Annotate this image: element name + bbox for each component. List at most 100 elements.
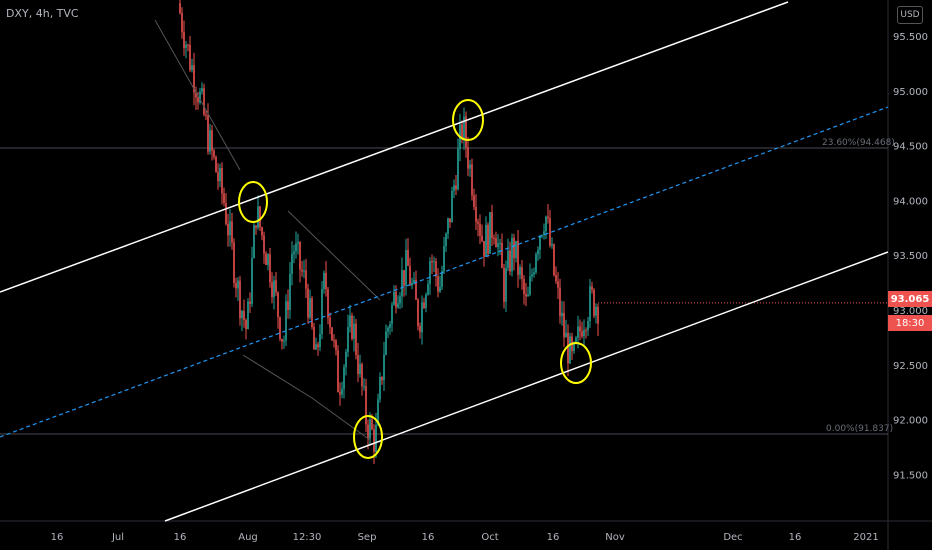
time-axis[interactable]: 16 Jul 16 Aug 12:30 Sep 16 Oct 16 Nov Dec 16 2021	[51, 532, 879, 543]
marker-circle-2	[353, 415, 383, 459]
candle-body	[431, 261, 433, 263]
candle-body	[435, 261, 437, 277]
candle-body	[563, 312, 565, 338]
candle-body	[235, 282, 237, 289]
fib-label-upper: 23.60%(94.468)	[822, 138, 895, 148]
candle-body	[259, 206, 261, 228]
y-tick-label: 93.000	[893, 306, 928, 317]
candle-body	[263, 235, 265, 254]
candle-body	[243, 311, 245, 320]
candle-body	[587, 321, 589, 331]
candle-body	[499, 242, 501, 244]
guide-line-4	[287, 210, 381, 301]
candle-body	[557, 281, 559, 288]
candle-body	[509, 250, 511, 272]
candle-body	[535, 254, 537, 273]
currency-button[interactable]: USD	[897, 6, 923, 24]
candle-body	[239, 280, 241, 319]
candle-body	[373, 429, 375, 452]
candle-body	[523, 279, 525, 295]
candle-body	[597, 306, 599, 324]
candle-body	[501, 242, 503, 269]
marker-circle-1	[238, 181, 268, 223]
candle-body	[469, 164, 471, 169]
candle-body	[201, 88, 203, 92]
candle-body	[491, 212, 493, 239]
x-tick-label: Sep	[358, 532, 377, 543]
candle-body	[573, 342, 575, 352]
candle-body	[179, 3, 181, 14]
candle-body	[401, 270, 403, 297]
candle-body	[577, 326, 579, 338]
candle-body	[387, 327, 389, 332]
y-tick-label: 94.500	[893, 142, 928, 153]
candle-body	[423, 302, 425, 308]
candle-body	[447, 218, 449, 234]
x-tick-label: 16	[51, 532, 64, 543]
candle-body	[369, 419, 371, 439]
candle-body	[443, 246, 445, 272]
candle-body	[325, 272, 327, 290]
candle-body	[231, 221, 233, 243]
candle-body	[399, 296, 401, 304]
candle-body	[585, 330, 587, 332]
y-tick-label: 93.500	[893, 251, 928, 262]
candle-body	[515, 240, 517, 259]
candle-body	[537, 249, 539, 255]
candle-body	[559, 287, 561, 317]
candle-body	[551, 244, 553, 246]
candle-body	[565, 332, 567, 338]
candle-body	[341, 388, 343, 395]
channel-upper-line	[0, 1, 789, 293]
candle-body	[555, 274, 557, 282]
candle-body	[291, 253, 293, 274]
candle-body	[517, 240, 519, 275]
candle-body	[187, 44, 189, 46]
candle-body	[553, 244, 555, 275]
candle-body	[271, 282, 273, 298]
candle-body	[253, 225, 255, 259]
candle-body	[313, 327, 315, 350]
candle-body	[497, 243, 499, 248]
candle-body	[465, 116, 467, 148]
candle-body	[441, 271, 443, 288]
candle-body	[365, 386, 367, 425]
candle-body	[217, 172, 219, 182]
candle-body	[275, 280, 277, 293]
candle-body	[505, 268, 507, 302]
candle-body	[289, 273, 291, 310]
candle-body	[473, 195, 475, 207]
candle-body	[183, 32, 185, 48]
candle-body	[495, 238, 497, 248]
candle-body	[437, 276, 439, 292]
candle-body	[221, 168, 223, 194]
candle-body	[249, 301, 251, 304]
candle-body	[531, 274, 533, 277]
marker-circle-4	[560, 342, 592, 384]
candle-body	[467, 147, 469, 169]
candle-body	[281, 338, 283, 342]
candle-body	[583, 330, 585, 337]
candle-body	[511, 238, 513, 272]
candle-body	[487, 224, 489, 254]
candle-body	[273, 280, 275, 298]
candle-body	[593, 289, 595, 316]
x-tick-label: Dec	[723, 532, 742, 543]
channel-lower-line	[164, 251, 889, 522]
price-axis[interactable]: 95.500 95.000 94.500 94.000 93.500 93.000 92.5…	[893, 32, 928, 481]
candle-body	[255, 225, 257, 228]
candle-body	[575, 337, 577, 343]
x-tick-label: Jul	[111, 532, 124, 543]
y-tick-label: 92.500	[893, 361, 928, 372]
candle-body	[359, 364, 361, 374]
marker-circle-3	[452, 99, 484, 141]
candle-body	[241, 311, 243, 319]
x-tick-label: 2021	[853, 532, 878, 543]
candle-body	[349, 315, 351, 328]
x-tick-label: Nov	[605, 532, 625, 543]
candle-body	[269, 254, 271, 283]
guide-line-3	[311, 397, 371, 441]
candle-body	[419, 326, 421, 333]
candle-body	[315, 344, 317, 350]
